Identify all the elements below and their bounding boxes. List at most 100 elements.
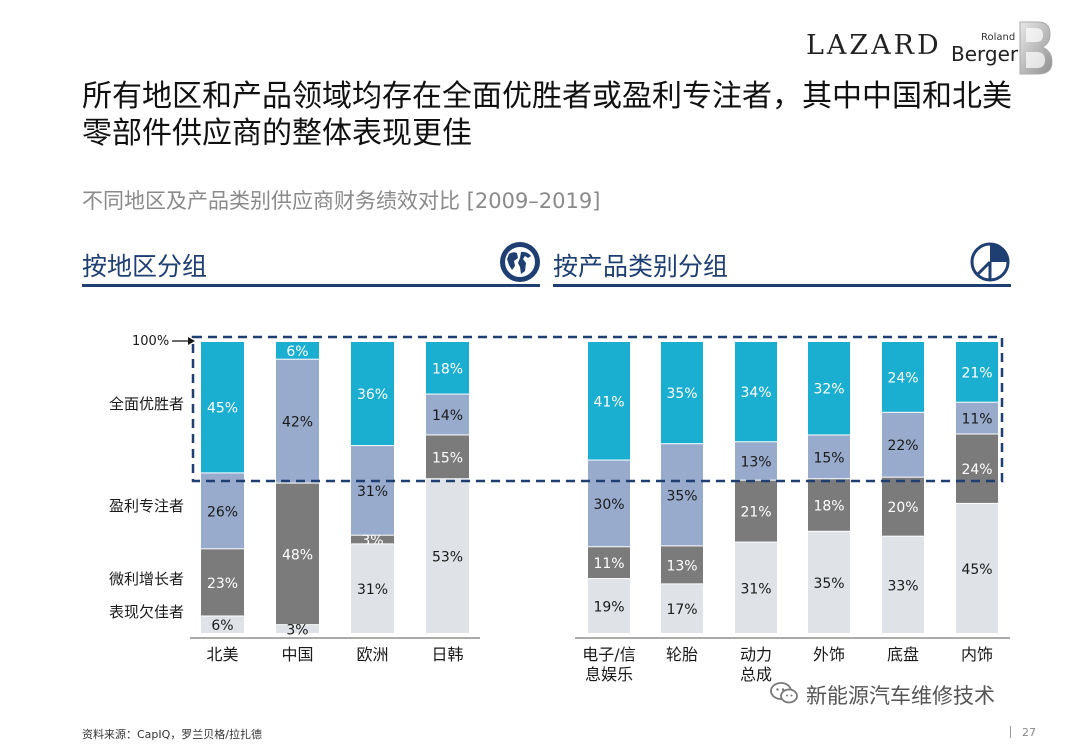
arrow-head xyxy=(188,337,195,345)
bar-label-0-3-2: 15% xyxy=(432,450,463,466)
bar-segment-0-0-1 xyxy=(201,473,244,549)
all-round-highlight-frame xyxy=(191,335,1004,483)
bar-segment-1-5-0 xyxy=(956,342,998,402)
roland-berger-b-icon xyxy=(1019,21,1053,75)
bar-label-0-3-3: 53% xyxy=(432,550,463,566)
page-title: 所有地区和产品领域均存在全面优胜者或盈利专注者，其中中国和北美零部件供应商的整体… xyxy=(82,79,1012,151)
bar-segment-0-2-1 xyxy=(351,446,394,535)
bar-segment-1-3-2 xyxy=(808,479,850,531)
category-label-1-5-0: 内饰 xyxy=(961,645,993,664)
bar-segment-0-2-0 xyxy=(351,342,394,446)
bar-label-1-4-2: 20% xyxy=(887,500,918,516)
category-label-0-2-0: 欧洲 xyxy=(356,645,388,664)
bar-label-0-0-3: 6% xyxy=(211,618,233,634)
bar-label-0-1-2: 48% xyxy=(282,547,313,563)
category-label-1-0-1: 息娱乐 xyxy=(585,665,633,684)
pie-chart-icon xyxy=(970,242,1010,282)
bar-label-0-0-1: 26% xyxy=(207,504,238,520)
category-label-1-2-0: 动力 xyxy=(740,645,772,664)
bar-segment-0-1-1 xyxy=(276,359,319,483)
bar-segment-1-2-2 xyxy=(735,480,777,542)
legend-label-0: 全面优胜者 xyxy=(109,395,184,413)
bar-segment-1-5-3 xyxy=(956,503,998,633)
roland-logo-small: Roland xyxy=(981,32,1016,43)
bar-label-1-0-1: 30% xyxy=(593,497,624,513)
bar-segment-0-0-2 xyxy=(201,549,244,616)
bar-segment-1-1-2 xyxy=(661,546,703,584)
bar-segment-0-1-3 xyxy=(276,625,319,633)
bar-segment-0-0-0 xyxy=(201,342,244,473)
bar-label-0-2-1: 31% xyxy=(357,484,388,500)
bar-label-0-2-0: 36% xyxy=(357,387,388,403)
bar-label-0-3-1: 14% xyxy=(432,408,463,424)
page-number: 27 xyxy=(1022,726,1036,739)
wechat-watermark: 新能源汽车维修技术 xyxy=(806,684,995,708)
bar-label-1-2-3: 31% xyxy=(740,581,771,597)
bar-label-1-3-0: 32% xyxy=(813,382,844,398)
bar-segment-1-1-3 xyxy=(661,584,703,633)
bar-label-0-0-0: 45% xyxy=(207,401,238,417)
bar-label-0-1-0: 6% xyxy=(286,344,308,360)
bar-segment-1-2-1 xyxy=(735,442,777,480)
berger-logo: Berger xyxy=(951,42,1019,66)
bar-label-0-2-3: 31% xyxy=(357,582,388,598)
bar-segment-1-1-0 xyxy=(661,342,703,444)
source-note: 资料来源：CapIQ，罗兰贝格/拉扎德 xyxy=(82,728,263,741)
category-label-0-3-0: 日韩 xyxy=(431,645,463,664)
bar-segment-0-0-3 xyxy=(201,616,244,633)
category-label-0-1-0: 中国 xyxy=(281,645,313,664)
bar-segment-1-0-3 xyxy=(588,579,630,633)
wechat-icon xyxy=(770,682,798,704)
bar-label-1-5-1: 11% xyxy=(961,412,992,428)
lazard-logo: LAZARD xyxy=(806,30,942,61)
bar-segment-0-2-2 xyxy=(351,535,394,544)
category-label-1-3-0: 外饰 xyxy=(813,645,845,664)
bar-segment-1-4-1 xyxy=(882,412,924,477)
bar-label-1-5-3: 45% xyxy=(961,562,992,578)
category-label-1-0-0: 电子/信 xyxy=(582,645,635,664)
bar-segment-1-5-1 xyxy=(956,402,998,434)
category-label-1-2-1: 总成 xyxy=(740,665,772,684)
page-subtitle: 不同地区及产品类别供应商财务绩效对比 [2009–2019] xyxy=(82,189,601,213)
bar-label-1-1-3: 17% xyxy=(666,602,697,618)
category-label-1-4-0: 底盘 xyxy=(887,645,919,664)
section-region-line xyxy=(82,284,540,287)
bar-label-1-0-0: 41% xyxy=(593,394,624,410)
bar-segment-0-3-1 xyxy=(426,394,469,435)
bar-label-1-3-2: 18% xyxy=(813,499,844,515)
bar-segment-0-3-2 xyxy=(426,435,469,479)
bar-label-1-2-1: 13% xyxy=(740,454,771,470)
bar-segment-1-0-1 xyxy=(588,460,630,547)
bar-segment-0-2-3 xyxy=(351,544,394,633)
legend-label-1: 盈利专注者 xyxy=(109,497,184,515)
bar-label-0-1-1: 42% xyxy=(282,415,313,431)
bar-label-1-3-1: 15% xyxy=(813,450,844,466)
page-separator xyxy=(1010,726,1011,738)
legend-label-3: 表现欠佳者 xyxy=(109,603,184,621)
bar-segment-1-4-3 xyxy=(882,536,924,633)
section-product-heading: 按产品类别分组 xyxy=(553,252,729,281)
bar-label-1-5-0: 21% xyxy=(961,365,992,381)
bar-label-1-4-0: 24% xyxy=(887,370,918,386)
bar-segment-1-1-1 xyxy=(661,444,703,546)
bar-segment-0-3-3 xyxy=(426,479,469,633)
bar-label-1-1-2: 13% xyxy=(666,558,697,574)
bar-label-1-0-3: 19% xyxy=(593,600,624,616)
bar-label-0-0-2: 23% xyxy=(207,576,238,592)
bar-segment-0-3-0 xyxy=(426,342,469,394)
section-product-line xyxy=(553,284,1011,287)
bar-segment-1-3-0 xyxy=(808,342,850,435)
category-label-1-1-0: 轮胎 xyxy=(666,645,698,664)
bar-label-1-3-3: 35% xyxy=(813,576,844,592)
bar-segment-1-0-2 xyxy=(588,547,630,579)
bar-segment-1-2-3 xyxy=(735,542,777,633)
legend-label-2: 微利增长者 xyxy=(109,570,184,588)
bar-segment-1-4-2 xyxy=(882,477,924,536)
top-100-label: 100% xyxy=(132,334,169,349)
bar-segment-0-1-2 xyxy=(276,483,319,625)
bar-segment-1-4-0 xyxy=(882,342,924,412)
bar-segment-1-3-3 xyxy=(808,531,850,633)
bar-label-0-1-3: 3% xyxy=(286,623,308,639)
category-label-0-0-0: 北美 xyxy=(206,645,238,664)
